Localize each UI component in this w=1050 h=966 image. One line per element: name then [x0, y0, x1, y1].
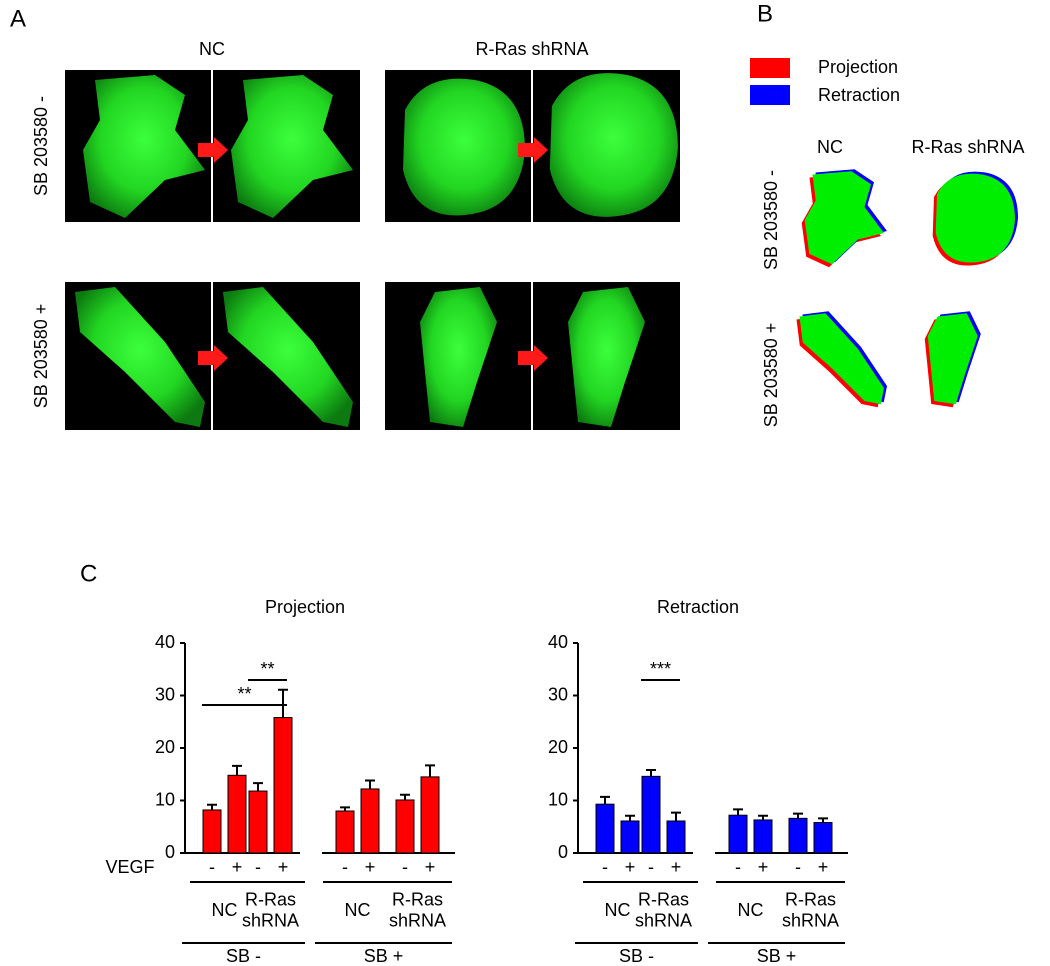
column-label: R-Ras shRNA — [911, 137, 1024, 157]
row-label: SB 203580 + — [31, 304, 51, 409]
error-bar — [793, 812, 803, 819]
y-tick-label: 0 — [165, 842, 175, 862]
y-tick-label: 0 — [558, 842, 568, 862]
legend-label: Projection — [818, 57, 898, 77]
bar — [248, 790, 268, 854]
y-tick-label: 30 — [548, 684, 568, 704]
panel-label: C — [80, 560, 97, 587]
legend-label: Retraction — [818, 85, 900, 105]
x-tick-label: + — [671, 857, 682, 877]
y-tick-label: 10 — [548, 789, 568, 809]
error-bar — [232, 764, 242, 776]
bar — [620, 820, 640, 854]
overlay-shapes — [796, 169, 1018, 408]
x-tick-label: + — [818, 857, 829, 877]
bar — [273, 717, 293, 854]
subgroup-label: NC — [738, 900, 764, 920]
x-tick-label: + — [758, 857, 769, 877]
group-label: SB + — [364, 946, 404, 966]
panel-label: A — [10, 5, 26, 32]
error-bar — [818, 817, 828, 823]
x-tick-label: - — [602, 857, 608, 877]
bar — [666, 820, 686, 854]
error-bar — [207, 803, 217, 810]
bar — [420, 776, 440, 854]
subgroup-label: R-Ras shRNA — [389, 889, 446, 930]
group-label: SB + — [757, 946, 797, 966]
y-tick-label: 20 — [548, 737, 568, 757]
row-label: SB 203580 - — [761, 170, 781, 270]
error-bar — [733, 808, 743, 816]
subgroup-label: R-Ras shRNA — [242, 889, 299, 930]
legend-swatch — [750, 58, 790, 78]
error-bar — [253, 782, 263, 792]
subgroup-label: NC — [212, 900, 238, 920]
error-bar — [278, 688, 288, 718]
x-tick-label: + — [425, 857, 436, 877]
bar — [335, 810, 355, 854]
row-label: SB 203580 - — [31, 96, 51, 196]
micrograph — [65, 282, 360, 430]
x-tick-label: - — [648, 857, 654, 877]
x-tick-label: - — [342, 857, 348, 877]
error-bar — [600, 795, 610, 805]
y-tick-label: 10 — [155, 789, 175, 809]
column-label: NC — [199, 39, 225, 59]
cell-area — [935, 173, 1015, 263]
bar — [395, 799, 415, 854]
y-tick-label: 40 — [155, 632, 175, 652]
bar — [360, 788, 380, 854]
row-label: SB 203580 + — [761, 323, 781, 428]
error-bar — [400, 793, 410, 800]
group-label: SB - — [619, 946, 654, 966]
column-label: NC — [817, 137, 843, 157]
bar — [227, 774, 247, 854]
significance-label: ** — [237, 684, 251, 704]
error-bar — [365, 779, 375, 789]
bar — [788, 817, 808, 854]
x-tick-label: - — [735, 857, 741, 877]
chart-title: Projection — [265, 597, 345, 617]
subgroup-label: R-Ras shRNA — [635, 889, 692, 930]
bar — [728, 814, 748, 854]
subgroup-label: NC — [605, 900, 631, 920]
error-bar — [646, 769, 656, 777]
x-tick-label: + — [232, 857, 243, 877]
x-tick-label: - — [795, 857, 801, 877]
error-bar — [671, 811, 681, 821]
error-bar — [758, 814, 768, 820]
bar — [813, 822, 833, 854]
x-tick-label: - — [209, 857, 215, 877]
error-bar — [625, 814, 635, 821]
micrograph — [65, 70, 360, 222]
x-tick-label: - — [402, 857, 408, 877]
bar — [753, 819, 773, 854]
error-bar — [340, 806, 350, 811]
x-tick-label: - — [255, 857, 261, 877]
column-label: R-Ras shRNA — [475, 39, 588, 59]
row-label: VEGF — [105, 857, 154, 877]
significance-label: *** — [650, 659, 671, 679]
micrograph — [385, 70, 680, 222]
micrograph — [385, 282, 680, 430]
x-tick-label: + — [278, 857, 289, 877]
y-tick-label: 40 — [548, 632, 568, 652]
y-tick-label: 30 — [155, 684, 175, 704]
legend-swatch — [750, 85, 790, 105]
group-label: SB - — [226, 946, 261, 966]
bar — [202, 809, 222, 854]
x-tick-label: + — [625, 857, 636, 877]
bar — [595, 803, 615, 854]
subgroup-label: NC — [345, 900, 371, 920]
significance-label: ** — [260, 659, 274, 679]
panel-label: B — [757, 0, 773, 27]
x-tick-label: + — [365, 857, 376, 877]
subgroup-label: R-Ras shRNA — [782, 889, 839, 930]
chart-title: Retraction — [657, 597, 739, 617]
bar — [641, 775, 661, 854]
error-bar — [425, 764, 435, 777]
y-tick-label: 20 — [155, 737, 175, 757]
